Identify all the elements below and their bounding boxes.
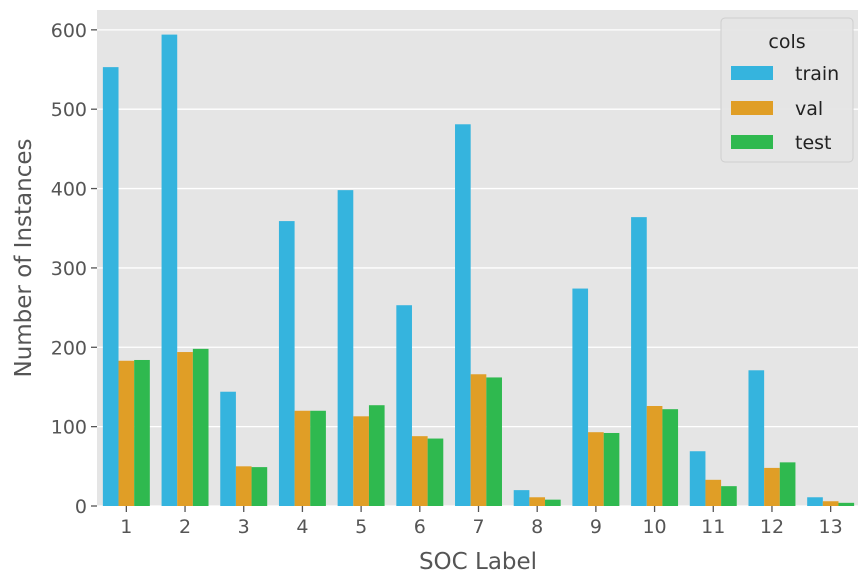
bar-test-10: [662, 409, 679, 506]
bar-test-5: [368, 405, 385, 506]
y-tick-label: 400: [51, 179, 87, 201]
bar-train-1: [102, 67, 119, 507]
y-tick-label: 0: [75, 496, 87, 518]
y-tick-label: 100: [51, 417, 87, 439]
bar-train-6: [396, 305, 412, 506]
bar-val-3: [235, 466, 252, 506]
bar-test-12: [779, 462, 796, 506]
x-tick-label: 7: [472, 516, 484, 538]
bars-group: [102, 34, 855, 507]
x-tick-label: 10: [642, 516, 666, 538]
legend-label-train: train: [795, 63, 839, 85]
bar-train-4: [278, 221, 295, 506]
x-tick-label: 13: [819, 516, 843, 538]
legend-swatch-train: [731, 66, 773, 80]
x-tick-label: 9: [590, 516, 602, 538]
x-tick-label: 1: [120, 516, 132, 538]
bar-test-2: [192, 348, 209, 506]
bar-train-11: [689, 451, 706, 506]
x-tick-label: 2: [179, 516, 191, 538]
bar-test-6: [427, 438, 444, 506]
bar-val-5: [353, 416, 369, 506]
legend-label-val: val: [795, 98, 823, 120]
y-tick-labels: 0 100 200 300 400 500 600: [51, 20, 97, 518]
bar-test-7: [486, 377, 502, 506]
x-tick-label: 8: [531, 516, 543, 538]
y-tick-label: 200: [51, 337, 87, 359]
bar-train-10: [631, 217, 647, 507]
bar-val-10: [646, 406, 663, 506]
legend: cols train val test: [720, 17, 854, 163]
bar-train-2: [161, 34, 178, 507]
bar-test-13: [838, 502, 855, 506]
x-tick-labels: 1 2 3 4 5 6 7 8 9 10 11 12 13: [120, 506, 843, 538]
legend-swatch-test: [731, 135, 773, 149]
bar-val-2: [177, 352, 193, 506]
x-tick-label: 6: [414, 516, 426, 538]
bar-val-4: [294, 410, 311, 506]
bar-train-3: [220, 391, 236, 506]
x-axis-label: SOC Label: [419, 549, 537, 575]
bar-val-11: [705, 479, 722, 506]
bar-test-4: [310, 410, 326, 506]
x-tick-label: 3: [238, 516, 250, 538]
legend-label-test: test: [795, 132, 832, 154]
bar-test-11: [721, 486, 737, 506]
bar-test-8: [545, 499, 561, 506]
bar-test-3: [251, 467, 268, 506]
bar-train-5: [337, 190, 354, 506]
y-tick-label: 500: [51, 99, 87, 121]
legend-title: cols: [768, 31, 805, 53]
bar-val-6: [411, 436, 428, 506]
bar-val-8: [529, 497, 546, 506]
bar-train-8: [513, 490, 530, 506]
x-tick-label: 12: [760, 516, 784, 538]
legend-box: [720, 17, 854, 163]
bar-train-13: [807, 497, 823, 506]
x-tick-label: 11: [701, 516, 725, 538]
bar-test-9: [603, 432, 620, 506]
bar-val-9: [588, 432, 604, 506]
legend-swatch-val: [731, 101, 773, 115]
bar-val-12: [764, 467, 780, 506]
x-tick-label: 5: [355, 516, 367, 538]
y-axis-label: Number of Instances: [11, 139, 37, 378]
bar-val-1: [118, 360, 135, 506]
y-tick-label: 300: [51, 258, 87, 280]
bar-val-13: [822, 501, 839, 506]
x-tick-label: 4: [296, 516, 308, 538]
bar-train-9: [572, 288, 589, 506]
bar-test-1: [134, 359, 150, 506]
bar-val-7: [470, 374, 487, 506]
bar-train-7: [455, 124, 471, 507]
bar-train-12: [748, 370, 765, 506]
y-tick-label: 600: [51, 20, 87, 42]
